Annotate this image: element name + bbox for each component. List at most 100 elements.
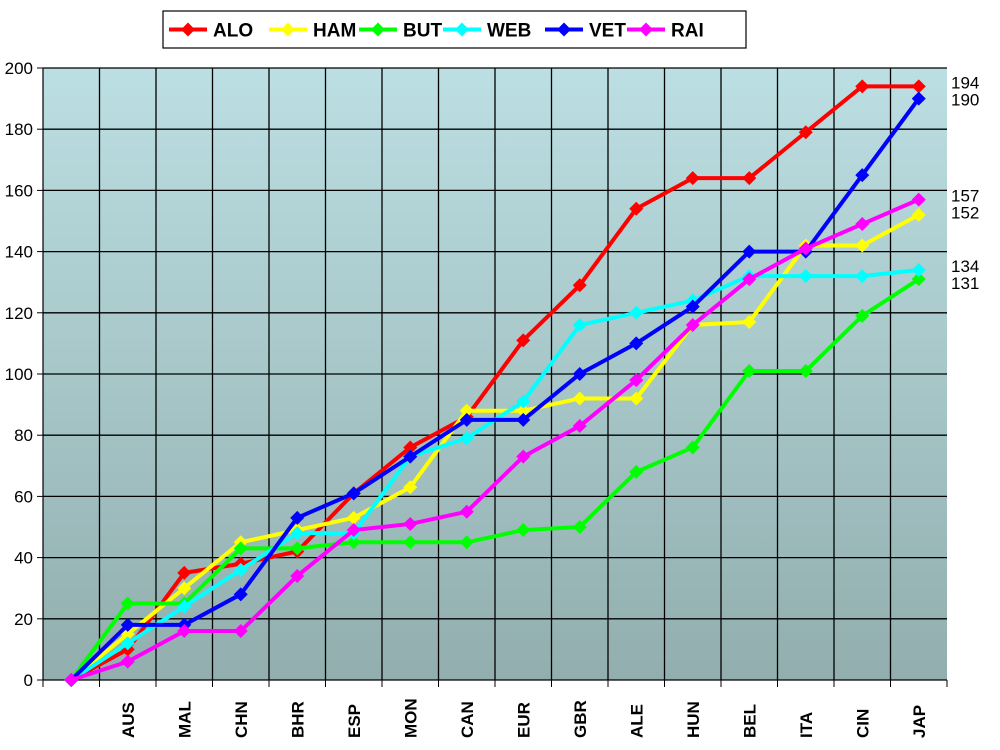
legend-label: WEB xyxy=(487,21,531,42)
legend-item-web[interactable]: WEB xyxy=(443,21,531,42)
x-category-label: CHN xyxy=(232,701,251,738)
data-point-marker xyxy=(629,464,644,479)
x-category-label: ALE xyxy=(627,704,646,738)
x-category-label: BHR xyxy=(288,701,307,738)
data-point-marker xyxy=(572,318,587,333)
x-category-label: CAN xyxy=(458,701,477,738)
data-point-marker xyxy=(798,125,813,140)
data-point-marker xyxy=(685,440,700,455)
data-point-marker xyxy=(459,504,474,519)
data-point-marker xyxy=(855,168,870,183)
legend-item-but[interactable]: BUT xyxy=(359,21,442,42)
y-tick-label: 180 xyxy=(5,120,33,139)
legend-marker-icon xyxy=(557,22,571,37)
data-point-marker xyxy=(911,262,926,277)
legend-label: RAI xyxy=(671,21,704,42)
legend-marker-icon xyxy=(281,22,295,37)
data-point-marker xyxy=(120,617,135,632)
data-point-marker xyxy=(572,367,587,381)
data-point-marker xyxy=(403,449,418,464)
data-point-marker xyxy=(742,171,757,186)
series-rai xyxy=(64,192,926,687)
data-point-marker xyxy=(572,391,587,406)
data-point-marker xyxy=(233,587,248,602)
data-point-marker xyxy=(685,299,700,314)
data-point-marker xyxy=(459,403,474,418)
legend-marker-icon xyxy=(455,22,469,37)
data-point-marker xyxy=(516,523,531,538)
data-point-marker xyxy=(629,373,644,388)
x-category-label: ESP xyxy=(345,704,364,738)
data-point-marker xyxy=(911,207,926,222)
data-point-marker xyxy=(685,171,700,186)
legend-item-ham[interactable]: HAM xyxy=(269,21,356,42)
y-tick-label: 0 xyxy=(24,671,33,690)
legend-item-rai[interactable]: RAI xyxy=(627,21,704,42)
x-category-label: CIN xyxy=(853,709,872,738)
end-value-label: 194 xyxy=(951,73,979,92)
y-tick-label: 160 xyxy=(5,181,33,200)
data-point-marker xyxy=(403,516,418,531)
data-point-marker xyxy=(516,403,531,418)
data-point-marker xyxy=(120,636,135,651)
data-point-marker xyxy=(798,363,813,378)
data-point-marker xyxy=(855,217,870,232)
y-tick-label: 100 xyxy=(5,365,33,384)
data-point-marker xyxy=(516,394,531,409)
data-point-marker xyxy=(742,272,757,287)
data-point-marker xyxy=(459,412,474,427)
y-tick-label: 60 xyxy=(14,487,33,506)
series-lines xyxy=(64,79,926,687)
data-point-marker xyxy=(403,440,418,455)
legend-item-alo[interactable]: ALO xyxy=(169,21,253,42)
data-point-marker xyxy=(685,318,700,333)
data-point-marker xyxy=(572,419,587,434)
data-point-marker xyxy=(572,278,587,293)
data-point-marker xyxy=(290,510,305,525)
legend-item-vet[interactable]: VET xyxy=(545,21,626,42)
data-point-marker xyxy=(403,535,418,550)
legend: ALO HAM BUT WEB VET RAI xyxy=(162,10,747,49)
x-category-label: BEL xyxy=(740,704,759,738)
end-value-label: 131 xyxy=(951,274,979,293)
data-point-marker xyxy=(911,192,926,207)
data-point-marker xyxy=(120,654,135,669)
data-point-marker xyxy=(177,624,192,639)
legend-label: VET xyxy=(589,21,626,42)
data-point-marker xyxy=(516,333,531,348)
data-point-marker xyxy=(855,308,870,323)
data-point-marker xyxy=(911,91,926,106)
data-point-marker xyxy=(233,562,248,577)
end-value-label: 190 xyxy=(951,90,979,109)
y-tick-label: 80 xyxy=(14,426,33,445)
data-point-marker xyxy=(290,541,305,556)
x-category-label: GBR xyxy=(571,700,590,738)
legend-marker-icon xyxy=(639,22,653,37)
data-point-marker xyxy=(120,596,135,611)
data-point-marker xyxy=(177,565,192,580)
data-point-marker xyxy=(177,599,192,614)
legend-label: HAM xyxy=(313,21,356,42)
data-point-marker xyxy=(233,624,248,639)
x-category-label: HUN xyxy=(684,701,703,738)
x-category-label: MAL xyxy=(175,701,194,738)
data-point-marker xyxy=(629,305,644,320)
y-tick-label: 40 xyxy=(14,549,33,568)
end-value-label: 157 xyxy=(951,187,979,206)
data-point-marker xyxy=(177,581,192,596)
data-point-marker xyxy=(516,412,531,427)
data-point-marker xyxy=(290,568,305,583)
axes: 0 20 40 60 80 100 120 140 160 180 200 AUS MAL CHN BHR E… xyxy=(5,59,948,738)
data-point-marker xyxy=(742,363,757,378)
x-category-label: ITA xyxy=(797,712,816,738)
x-category-label: MON xyxy=(401,698,420,738)
data-point-marker xyxy=(346,510,361,525)
data-point-marker xyxy=(572,520,587,534)
data-point-marker xyxy=(290,526,305,541)
legend-label: BUT xyxy=(403,21,442,42)
x-category-label: AUS xyxy=(119,702,138,738)
data-point-marker xyxy=(233,541,248,556)
data-point-marker xyxy=(742,314,757,329)
